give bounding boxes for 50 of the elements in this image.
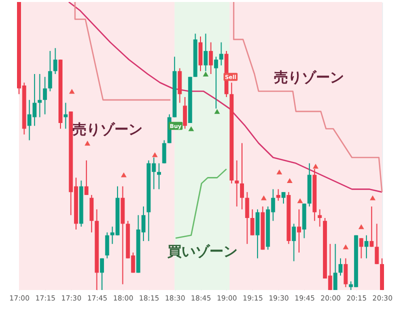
candlestick [364,234,368,259]
candlestick [344,258,348,288]
candlestick [105,232,110,259]
candlestick [100,258,104,290]
candlestick [359,238,364,259]
candlestick [234,160,239,207]
point [312,164,318,169]
point [69,88,75,94]
point [286,178,293,184]
candlestick [297,208,302,254]
candlestick [42,76,47,115]
candlestick [292,223,296,262]
point [370,195,376,200]
candlestick [84,160,88,196]
point [276,169,282,174]
point [152,152,158,158]
candlestick [240,142,244,210]
point [260,195,267,200]
candlestick [374,223,379,265]
candlestick [48,50,52,92]
point [84,140,90,146]
candlestick [276,188,280,202]
candlestick [250,208,254,236]
candlestick [370,206,374,248]
candlestick [38,74,42,118]
candlestick [281,192,286,204]
candlestick [157,162,162,190]
point [202,72,209,76]
candlestick [338,258,343,276]
band-label: 買いゾーン [166,244,238,260]
candlestick [178,68,182,104]
point [342,244,349,250]
candlestick [198,36,202,72]
point [120,172,127,178]
band-label: 売りゾーン [274,70,344,86]
point [297,198,303,204]
point [358,224,364,230]
candlestick [90,194,94,233]
candlestick [162,140,166,164]
candlestick [219,42,224,66]
point [214,108,220,114]
candlestick [204,33,208,72]
candlestick [182,96,187,130]
candlestick [208,42,213,74]
candlestick [256,208,260,259]
candlestick [53,48,58,74]
point [188,126,194,132]
candlestick [245,192,250,244]
candlestick [333,243,338,290]
candlestick [318,208,322,228]
